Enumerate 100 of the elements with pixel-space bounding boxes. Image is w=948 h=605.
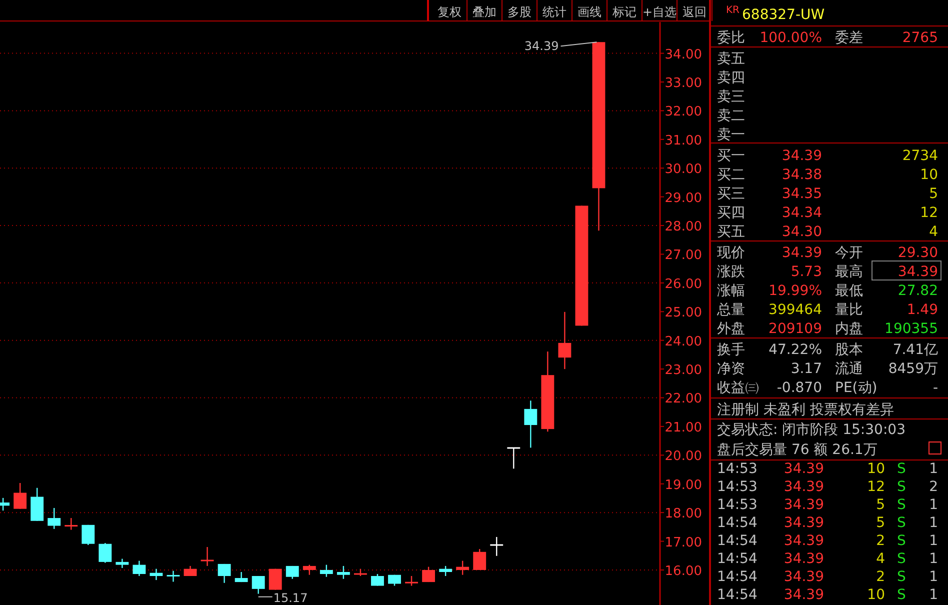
text: 5 (929, 186, 938, 202)
text: 3.17 (790, 361, 822, 377)
text: 卖三 (717, 89, 745, 105)
text: 8459万 (888, 361, 938, 377)
text: 4 (929, 224, 938, 240)
text: 47.22% (768, 342, 822, 358)
text: 10 (920, 167, 938, 183)
text: 34.38 (782, 167, 822, 183)
text: S (897, 569, 906, 585)
text: 注册制 未盈利 投票权有差异 (717, 402, 894, 418)
y-tick-label: 20.00 (664, 449, 702, 464)
text: 复权 (438, 5, 462, 19)
text: 1 (929, 587, 938, 603)
text: KR (726, 5, 740, 16)
text: 多股 (508, 5, 532, 19)
text: 委比 (717, 30, 745, 46)
text: 卖五 (717, 51, 745, 67)
text: 34.39 (784, 479, 824, 495)
text: 卖一 (717, 127, 745, 143)
y-tick-label: 33.00 (664, 76, 702, 91)
text: 14:54 (717, 569, 758, 585)
text: 标记 (612, 5, 636, 19)
text: 10 (867, 587, 885, 603)
y-tick-label: 27.00 (664, 248, 702, 264)
text: 返回 (682, 5, 706, 19)
text: 2 (876, 533, 885, 549)
text: 现价 (717, 245, 745, 261)
y-tick-label: 26.00 (664, 276, 702, 292)
text: 买四 (717, 205, 745, 221)
y-tick-label: 29.00 (664, 190, 702, 206)
text: 34.35 (782, 186, 822, 202)
text: 1 (929, 533, 938, 549)
text: 涨幅 (717, 283, 745, 299)
text: 卖四 (717, 70, 745, 86)
text: 688327-UW (742, 7, 825, 23)
text: 买五 (717, 224, 745, 240)
text: 1 (929, 461, 938, 477)
text: 最高 (835, 264, 863, 280)
text: 画线 (578, 5, 602, 19)
text: PE(动) (835, 380, 878, 396)
text: 今开 (835, 245, 863, 261)
y-tick-label: 28.00 (664, 220, 702, 235)
y-tick-label: 34.00 (664, 47, 702, 62)
text: 2 (876, 569, 885, 585)
text: 12 (920, 205, 938, 221)
text: 34.39 (784, 587, 824, 603)
text: 34.39 (784, 461, 824, 477)
annotation: 15.17 (273, 590, 308, 605)
text: 7.41亿 (892, 342, 938, 358)
text: 399464 (768, 302, 822, 318)
text: 买二 (717, 167, 745, 183)
y-tick-label: 24.00 (664, 334, 702, 350)
text: 29.30 (898, 245, 938, 261)
text: 1 (929, 497, 938, 513)
text: 最低 (835, 283, 863, 299)
text: 盘后交易量 76 额 26.1万 (717, 442, 878, 458)
text: 14:54 (717, 515, 758, 531)
text: 34.39 (784, 551, 824, 567)
y-tick-label: 31.00 (664, 133, 702, 148)
text: - (932, 380, 938, 396)
text: 34.39 (784, 497, 824, 513)
y-tick-label: 17.00 (664, 535, 702, 550)
text: 1 (929, 515, 938, 531)
text: 叠加 (472, 5, 496, 19)
y-tick-label: 16.00 (664, 564, 702, 579)
text: 14:53 (717, 497, 758, 513)
text: 流通 (835, 361, 863, 377)
y-tick-label: 18.00 (664, 506, 702, 522)
text: 量比 (835, 302, 863, 318)
y-tick-label: 21.00 (664, 420, 702, 436)
y-tick-label: 32.00 (664, 104, 702, 120)
text: 卖二 (717, 108, 745, 124)
text: 34.39 (898, 264, 938, 280)
text: 股本 (835, 342, 863, 358)
y-tick-label: 25.00 (664, 306, 702, 321)
text: 27.82 (898, 283, 938, 299)
text: 涨跌 (717, 264, 745, 280)
text: 买一 (717, 148, 745, 164)
text: 总量 (716, 302, 745, 318)
text: 1 (929, 569, 938, 585)
annotation: 34.39 (524, 39, 559, 54)
text: S (897, 533, 906, 549)
text: 34.30 (782, 224, 822, 240)
text: 买三 (717, 186, 745, 202)
text: 209109 (768, 321, 822, 337)
text: S (897, 461, 906, 477)
text: 190355 (884, 321, 938, 337)
text: 5 (876, 515, 885, 531)
text: 14:53 (717, 479, 758, 495)
text: S (897, 479, 906, 495)
y-tick-label: 30.00 (664, 162, 702, 178)
text: 10 (867, 461, 885, 477)
text: 34.39 (784, 533, 824, 549)
text: 收益㈢ (717, 380, 759, 396)
text: 2765 (902, 30, 938, 46)
text: 14:54 (717, 551, 758, 567)
text: 14:53 (717, 461, 758, 477)
text: 5 (876, 497, 885, 513)
text: 34.39 (784, 515, 824, 531)
text: 19.99% (768, 283, 822, 299)
